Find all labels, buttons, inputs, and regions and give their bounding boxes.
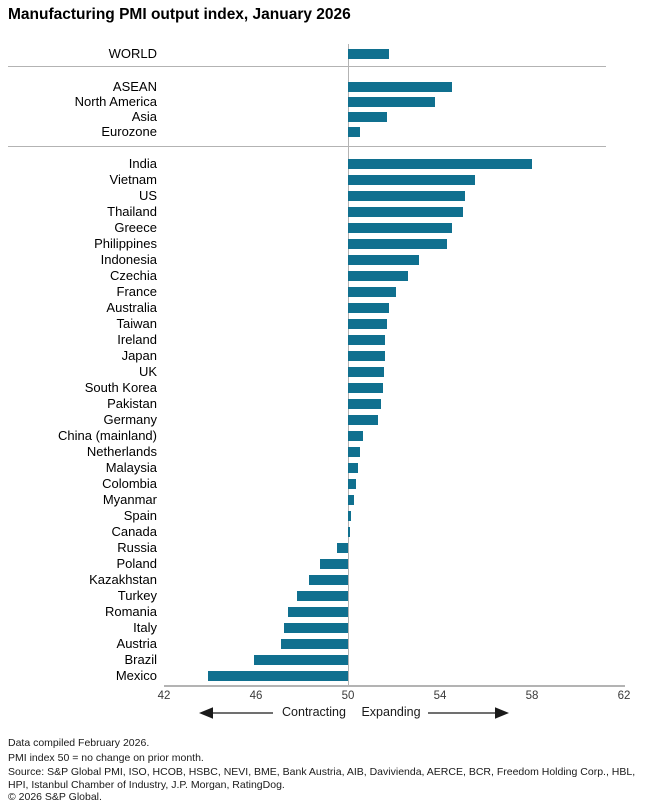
baseline-50-line bbox=[348, 44, 349, 685]
bar-australia bbox=[348, 303, 390, 313]
axis-direction-arrows bbox=[199, 707, 509, 719]
section-divider-1 bbox=[8, 66, 606, 67]
row-label-brazil: Brazil bbox=[124, 652, 157, 667]
row-label-australia: Australia bbox=[106, 300, 157, 315]
bar-north-america bbox=[348, 97, 436, 107]
bar-us bbox=[348, 191, 466, 201]
bar-myanmar bbox=[348, 495, 354, 505]
bar-canada bbox=[348, 527, 351, 537]
row-label-us: US bbox=[138, 188, 157, 203]
bar-uk bbox=[348, 367, 384, 377]
bar-colombia bbox=[348, 479, 357, 489]
footnote-data-compiled: Data compiled February 2026. bbox=[8, 737, 150, 749]
bar-czechia bbox=[348, 271, 408, 281]
row-label-world: WORLD bbox=[108, 46, 157, 61]
bar-austria bbox=[281, 639, 348, 649]
row-label-italy: Italy bbox=[133, 620, 157, 635]
bar-eurozone bbox=[348, 127, 360, 137]
row-label-france: France bbox=[116, 284, 157, 299]
expanding-label: Expanding bbox=[361, 705, 421, 719]
bar-russia bbox=[336, 543, 348, 553]
bar-malaysia bbox=[348, 463, 359, 473]
section-divider-2 bbox=[8, 146, 606, 147]
row-label-indonesia: Indonesia bbox=[100, 252, 157, 267]
expanding-arrow-icon bbox=[428, 707, 509, 719]
bar-italy bbox=[283, 623, 348, 633]
bar-south-korea bbox=[348, 383, 383, 393]
bar-asean bbox=[348, 82, 452, 92]
row-label-colombia: Colombia bbox=[102, 476, 157, 491]
bar-asia bbox=[348, 112, 388, 122]
row-label-kazakhstan: Kazakhstan bbox=[89, 572, 157, 587]
row-label-austria: Austria bbox=[116, 636, 157, 651]
bar-thailand bbox=[348, 207, 463, 217]
bar-world bbox=[348, 49, 390, 59]
x-axis-line bbox=[164, 685, 625, 687]
x-tick-58: 58 bbox=[525, 690, 539, 702]
bar-ireland bbox=[348, 335, 385, 345]
x-tick-50: 50 bbox=[341, 690, 355, 702]
row-label-romania: Romania bbox=[104, 604, 157, 619]
contracting-label: Contracting bbox=[282, 705, 346, 719]
row-label-thailand: Thailand bbox=[107, 204, 157, 219]
row-label-philippines: Philippines bbox=[94, 236, 157, 251]
row-label-spain: Spain bbox=[123, 508, 157, 523]
row-label-asean: ASEAN bbox=[112, 79, 157, 94]
row-label-canada: Canada bbox=[111, 524, 157, 539]
footnote-pmi-note: PMI index 50 = no change on prior month. bbox=[8, 752, 204, 764]
row-label-uk: UK bbox=[138, 364, 157, 379]
bar-japan bbox=[348, 351, 385, 361]
row-label-ireland: Ireland bbox=[117, 332, 157, 347]
row-label-poland: Poland bbox=[116, 556, 157, 571]
bar-poland bbox=[320, 559, 348, 569]
row-label-japan: Japan bbox=[121, 348, 157, 363]
bar-taiwan bbox=[348, 319, 388, 329]
row-label-turkey: Turkey bbox=[117, 588, 157, 603]
x-tick-46: 46 bbox=[249, 690, 263, 702]
footnote-source: Source: S&P Global PMI, ISO, HCOB, HSBC,… bbox=[8, 766, 636, 791]
bar-greece bbox=[348, 223, 452, 233]
row-label-pakistan: Pakistan bbox=[107, 396, 157, 411]
row-label-china-mainland-: China (mainland) bbox=[58, 428, 157, 443]
row-label-asia: Asia bbox=[131, 109, 157, 124]
row-label-germany: Germany bbox=[103, 412, 157, 427]
row-label-mexico: Mexico bbox=[115, 668, 157, 683]
contracting-arrow-icon bbox=[199, 707, 273, 719]
bar-india bbox=[348, 159, 532, 169]
bar-philippines bbox=[348, 239, 447, 249]
footnote-copyright: © 2026 S&P Global. bbox=[8, 791, 102, 803]
bar-mexico bbox=[207, 671, 348, 681]
row-label-malaysia: Malaysia bbox=[105, 460, 157, 475]
bar-pakistan bbox=[348, 399, 382, 409]
bar-germany bbox=[348, 415, 378, 425]
row-label-netherlands: Netherlands bbox=[86, 444, 157, 459]
chart-title: Manufacturing PMI output index, January … bbox=[8, 6, 351, 23]
row-label-myanmar: Myanmar bbox=[102, 492, 157, 507]
bar-indonesia bbox=[348, 255, 420, 265]
row-label-india: India bbox=[128, 156, 157, 171]
row-label-vietnam: Vietnam bbox=[109, 172, 157, 187]
bar-turkey bbox=[297, 591, 348, 601]
row-label-taiwan: Taiwan bbox=[116, 316, 157, 331]
bar-china-mainland- bbox=[348, 431, 363, 441]
row-label-russia: Russia bbox=[117, 540, 157, 555]
row-label-south-korea: South Korea bbox=[84, 380, 157, 395]
bar-kazakhstan bbox=[308, 575, 348, 585]
bar-spain bbox=[348, 511, 352, 521]
row-label-eurozone: Eurozone bbox=[101, 124, 157, 139]
bar-france bbox=[348, 287, 397, 297]
bar-brazil bbox=[253, 655, 348, 665]
bar-romania bbox=[288, 607, 348, 617]
x-tick-62: 62 bbox=[617, 690, 631, 702]
x-tick-42: 42 bbox=[157, 690, 171, 702]
x-tick-54: 54 bbox=[433, 690, 447, 702]
bar-vietnam bbox=[348, 175, 475, 185]
row-label-north-america: North America bbox=[74, 94, 157, 109]
row-label-greece: Greece bbox=[114, 220, 157, 235]
row-label-czechia: Czechia bbox=[110, 268, 157, 283]
bar-netherlands bbox=[348, 447, 360, 457]
